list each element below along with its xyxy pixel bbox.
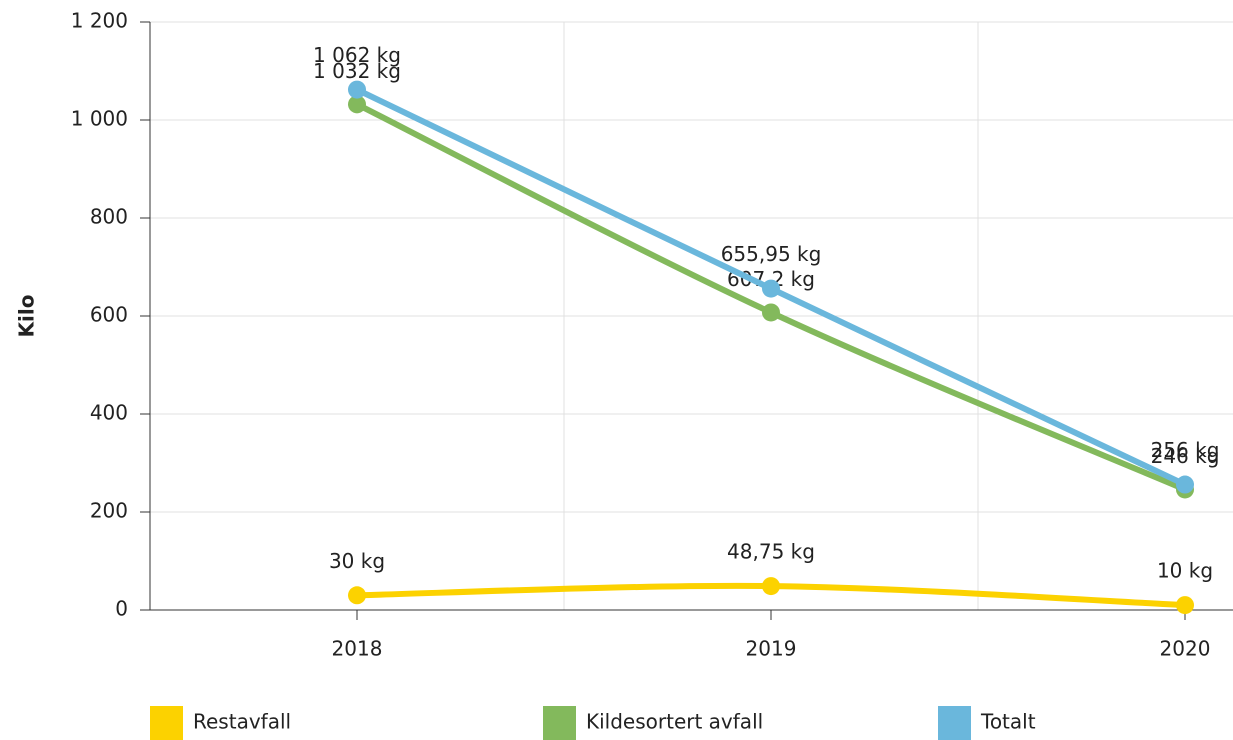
x-tick-label: 2018: [332, 637, 383, 661]
point: [762, 279, 780, 298]
y-tick-label: 1 200: [71, 9, 128, 33]
point: [762, 303, 780, 322]
point: [348, 80, 366, 99]
data-label: 10 kg: [1157, 559, 1213, 583]
legend-swatch: [938, 706, 971, 740]
y-tick-label: 600: [90, 303, 128, 327]
data-label: 48,75 kg: [727, 540, 815, 564]
x-tick-label: 2019: [746, 637, 797, 661]
point: [348, 95, 366, 114]
x-tick-label: 2020: [1160, 637, 1211, 661]
point: [1176, 596, 1194, 615]
y-axis-label: Kilo: [15, 295, 39, 338]
legend-swatch: [543, 706, 576, 740]
legend-swatch: [150, 706, 183, 740]
y-tick-label: 400: [90, 401, 128, 425]
y-tick-label: 0: [115, 597, 128, 621]
legend-label: Kildesortert avfall: [586, 710, 763, 734]
data-label: 1 062 kg: [313, 43, 401, 67]
y-tick-label: 800: [90, 205, 128, 229]
legend-label: Totalt: [980, 710, 1036, 734]
point: [1176, 475, 1194, 494]
legend-label: Restavfall: [193, 710, 291, 734]
data-label: 1 032 kg: [313, 59, 401, 83]
data-label: 246 kg: [1151, 444, 1220, 468]
point: [762, 577, 780, 596]
y-tick-label: 200: [90, 499, 128, 523]
y-tick-label: 1 000: [71, 107, 128, 131]
data-label: 30 kg: [329, 549, 385, 573]
data-label: 655,95 kg: [721, 242, 822, 266]
data-label: 256 kg: [1151, 438, 1220, 462]
point: [348, 586, 366, 605]
